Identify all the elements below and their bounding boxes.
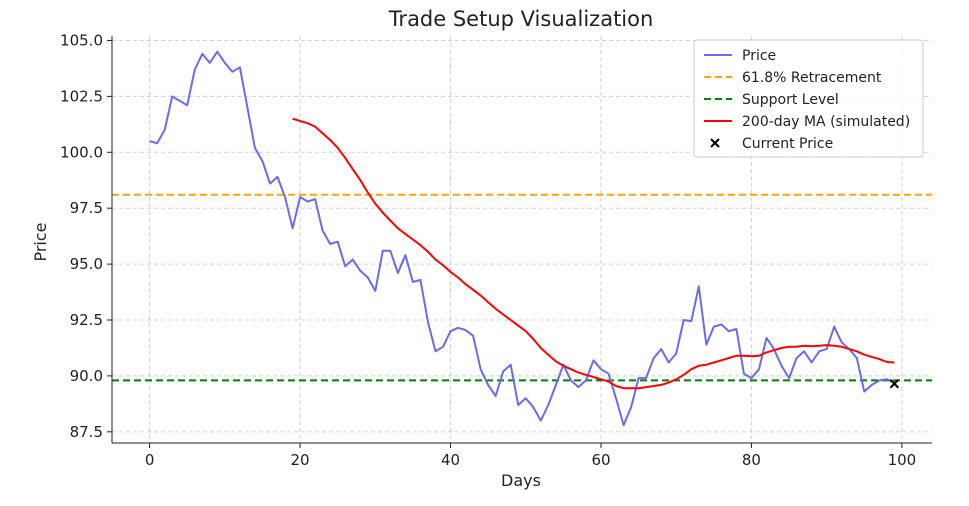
grid xyxy=(112,36,932,443)
current-price-marker xyxy=(889,379,900,389)
reference-lines xyxy=(112,193,932,382)
ma-line xyxy=(292,117,895,390)
y-axis-title: Price xyxy=(31,222,50,261)
price-line xyxy=(149,50,895,427)
legend: Price 61.8% Retracement Support Level 20… xyxy=(693,39,924,158)
axes xyxy=(111,36,932,444)
x-tick-label: 20 xyxy=(291,451,310,469)
legend-label-current-price: Current Price xyxy=(742,136,833,152)
y-tick-label: 102.5 xyxy=(60,87,103,105)
legend-swatch-current-price-icon xyxy=(710,138,720,148)
legend-label-ma: 200-day MA (simulated) xyxy=(742,114,910,130)
y-tick-label: 100.0 xyxy=(60,143,103,161)
legend-label-support: Support Level xyxy=(742,92,839,108)
x-tick-label: 0 xyxy=(145,451,155,469)
x-axis-title: Days xyxy=(501,471,541,490)
chart-title: Trade Setup Visualization xyxy=(388,7,654,31)
legend-label-retracement: 61.8% Retracement xyxy=(742,70,882,86)
series-lines xyxy=(149,50,895,427)
y-tick-label: 95.0 xyxy=(70,255,103,273)
x-tick-label: 40 xyxy=(441,451,460,469)
x-tick-label: 80 xyxy=(742,451,761,469)
legend-box xyxy=(693,39,924,158)
x-tick-label: 60 xyxy=(591,451,610,469)
markers xyxy=(889,379,900,389)
legend-label-price: Price xyxy=(742,48,776,64)
y-tick-label: 92.5 xyxy=(70,311,103,329)
y-tick-label: 105.0 xyxy=(60,31,103,49)
y-tick-label: 97.5 xyxy=(70,199,103,217)
y-tick-label: 87.5 xyxy=(70,423,103,441)
y-tick-label: 90.0 xyxy=(70,367,103,385)
x-tick-label: 100 xyxy=(888,451,917,469)
ticks: 0 20 40 60 80 100 87.5 90.0 92.5 95.0 97.5 100.0 102… xyxy=(60,31,916,469)
